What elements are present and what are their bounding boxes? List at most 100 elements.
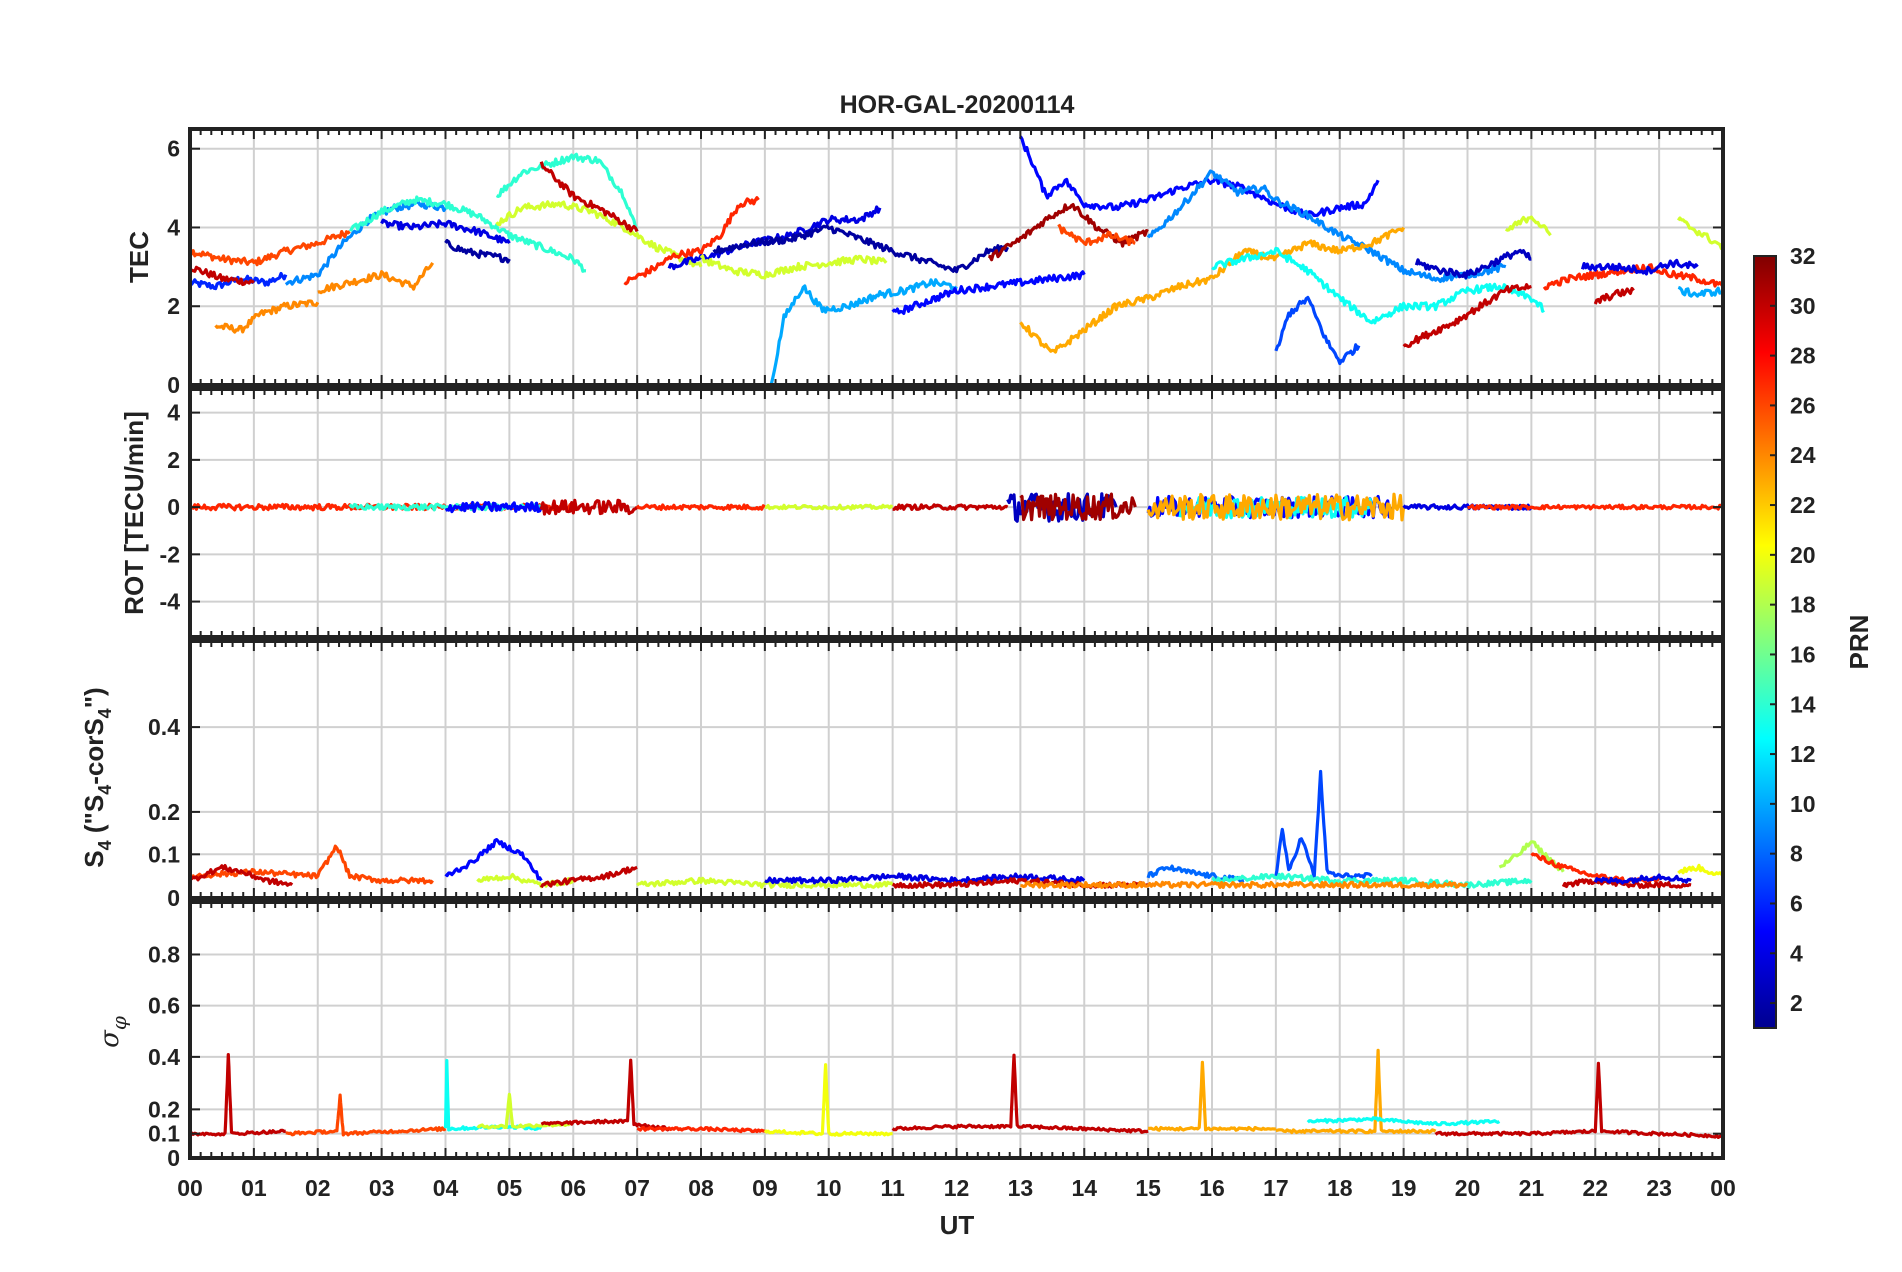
series-line-prn-24: [317, 262, 435, 295]
panel-3-y-tick-label: 0.1: [148, 841, 180, 867]
x-tick-label: 12: [944, 1175, 970, 1201]
series-line-prn-10: [769, 278, 958, 385]
x-tick-label: 20: [1455, 1175, 1481, 1201]
x-tick-label: 22: [1582, 1175, 1608, 1201]
series-line-prn-4: [764, 872, 1086, 885]
series-line-prn-30: [1593, 286, 1635, 305]
series-line-prn-30: [892, 503, 1009, 511]
chart-title: HOR-GAL-20200114: [840, 91, 1075, 119]
series-line-prn-2: [712, 224, 1010, 274]
x-tick-label: 05: [497, 1175, 523, 1201]
panel-3-y-tick-label: 0.4: [148, 714, 180, 740]
series-line-prn-4: [380, 218, 511, 245]
series-line-prn-26: [1057, 223, 1136, 247]
panel-4: 00.10.2 0.4 0.6 0.8 σφ: [95, 900, 1725, 1171]
colorbar-tick-label: 26: [1790, 392, 1816, 418]
series-line-prn-9: [1146, 169, 1507, 283]
panel-4-y-tick-label: 0: [167, 1145, 180, 1171]
panel-2-grid: [189, 389, 1724, 637]
panel-3-y-tick-label: 0.2: [148, 799, 180, 825]
series-line-prn-27: [1467, 503, 1723, 511]
x-tick-label: 02: [305, 1175, 331, 1201]
colorbar-label: PRN: [1844, 615, 1874, 670]
series-line-prn-19: [1676, 216, 1723, 251]
series-line-prn-14: [348, 195, 587, 273]
x-tick-label: 15: [1135, 1175, 1161, 1201]
series-line-prn-19: [764, 503, 894, 511]
x-tick-labels: 00 01 02 03 04 05 06 07 08 09 10 11 12 13 14 15 16 17 18 19…: [177, 1175, 1736, 1201]
x-tick-label: 18: [1327, 1175, 1353, 1201]
series-line-prn-4: [1580, 258, 1699, 276]
series-line-prn-30: [1434, 1061, 1723, 1139]
x-tick-label: 17: [1263, 1175, 1289, 1201]
x-tick-label: 03: [369, 1175, 395, 1201]
series-line-prn-19: [1504, 215, 1552, 237]
series-line-prn-7: [1274, 295, 1361, 366]
panel-4-series: [190, 1048, 1723, 1139]
x-tick-label: 23: [1646, 1175, 1672, 1201]
panel-2-y-tick-label: 2: [167, 447, 180, 473]
series-line-prn-26: [190, 844, 434, 885]
series-line-prn-19: [495, 200, 703, 268]
series-line-prn-13: [443, 1059, 543, 1132]
x-tick-label: 19: [1391, 1175, 1417, 1201]
series-line-prn-19: [476, 1092, 575, 1130]
panel-1-series: [190, 135, 1723, 385]
series-line-prn-19: [636, 876, 894, 890]
series-line-prn-30: [539, 498, 639, 516]
panel-3-series: [190, 769, 1723, 890]
colorbar-tick-label: 2: [1790, 990, 1803, 1016]
panel-4-y-tick-label: 0.1: [148, 1121, 180, 1147]
x-tick-label: 00: [177, 1175, 203, 1201]
colorbar-tick-label: 4: [1790, 940, 1803, 966]
panel-4-ticks: [189, 902, 1724, 1158]
colorbar-tick-label: 30: [1790, 293, 1816, 319]
series-line-prn-6: [190, 271, 288, 291]
series-line-prn-20: [1677, 863, 1723, 878]
series-line-prn-24: [1020, 880, 1469, 890]
panel-2: -4 -2 0 2 4 ROT [TECU/min]: [119, 387, 1725, 639]
x-tick-label: 07: [624, 1175, 650, 1201]
x-tick-label: 08: [688, 1175, 714, 1201]
series-line-prn-9: [284, 199, 447, 286]
colorbar-tick-label: 8: [1790, 841, 1803, 867]
x-tick-label: 14: [1071, 1175, 1097, 1201]
series-line-prn-27: [636, 1125, 766, 1134]
series-line-prn-13: [1306, 1116, 1501, 1127]
colorbar-tick-label: 14: [1790, 691, 1816, 717]
colorbar-tick-label: 24: [1790, 442, 1816, 468]
panel-1-y-tick-label: 6: [167, 136, 180, 162]
series-line-prn-30: [190, 265, 255, 287]
x-tick-label: 21: [1519, 1175, 1545, 1201]
panel-2-y-tick-label: -2: [160, 541, 180, 567]
series-line-prn-27: [635, 503, 766, 512]
colorbar-tick-label: 16: [1790, 641, 1816, 667]
panel-2-series: [190, 492, 1723, 523]
x-tick-label: 16: [1199, 1175, 1225, 1201]
panel-3: 0 0.1 0.2 0.4 S4 ("S4-corS4"): [79, 639, 1725, 911]
series-line-prn-19: [699, 254, 888, 280]
colorbar-tick-label: 22: [1790, 492, 1816, 518]
series-line-prn-5: [444, 838, 543, 882]
series-line-prn-2: [444, 239, 511, 264]
panel-3-y-tick-label: 0: [167, 885, 180, 911]
series-line-prn-30: [1561, 878, 1692, 889]
panel-4-y-tick-label: 0.2: [148, 1096, 180, 1122]
panel-1-y-tick-label: 2: [167, 293, 180, 319]
x-tick-label: 06: [560, 1175, 586, 1201]
series-line-prn-14: [1211, 872, 1533, 889]
series-line-prn-30: [190, 864, 294, 887]
colorbar-tick-label: 32: [1790, 243, 1816, 269]
colorbar-tick-label: 12: [1790, 741, 1816, 767]
x-tick-label: 10: [816, 1175, 842, 1201]
series-line-prn-3: [1414, 248, 1532, 280]
x-tick-label: 11: [880, 1175, 905, 1201]
series-line-prn-27: [623, 196, 760, 286]
series-line-prn-23: [1275, 1048, 1437, 1135]
panel-3-grid: [189, 641, 1724, 899]
series-line-prn-30: [539, 161, 639, 233]
panel-2-ticks: [189, 389, 1724, 637]
x-axis-label: UT: [940, 1210, 975, 1240]
panel-3-ticks: [189, 641, 1724, 898]
